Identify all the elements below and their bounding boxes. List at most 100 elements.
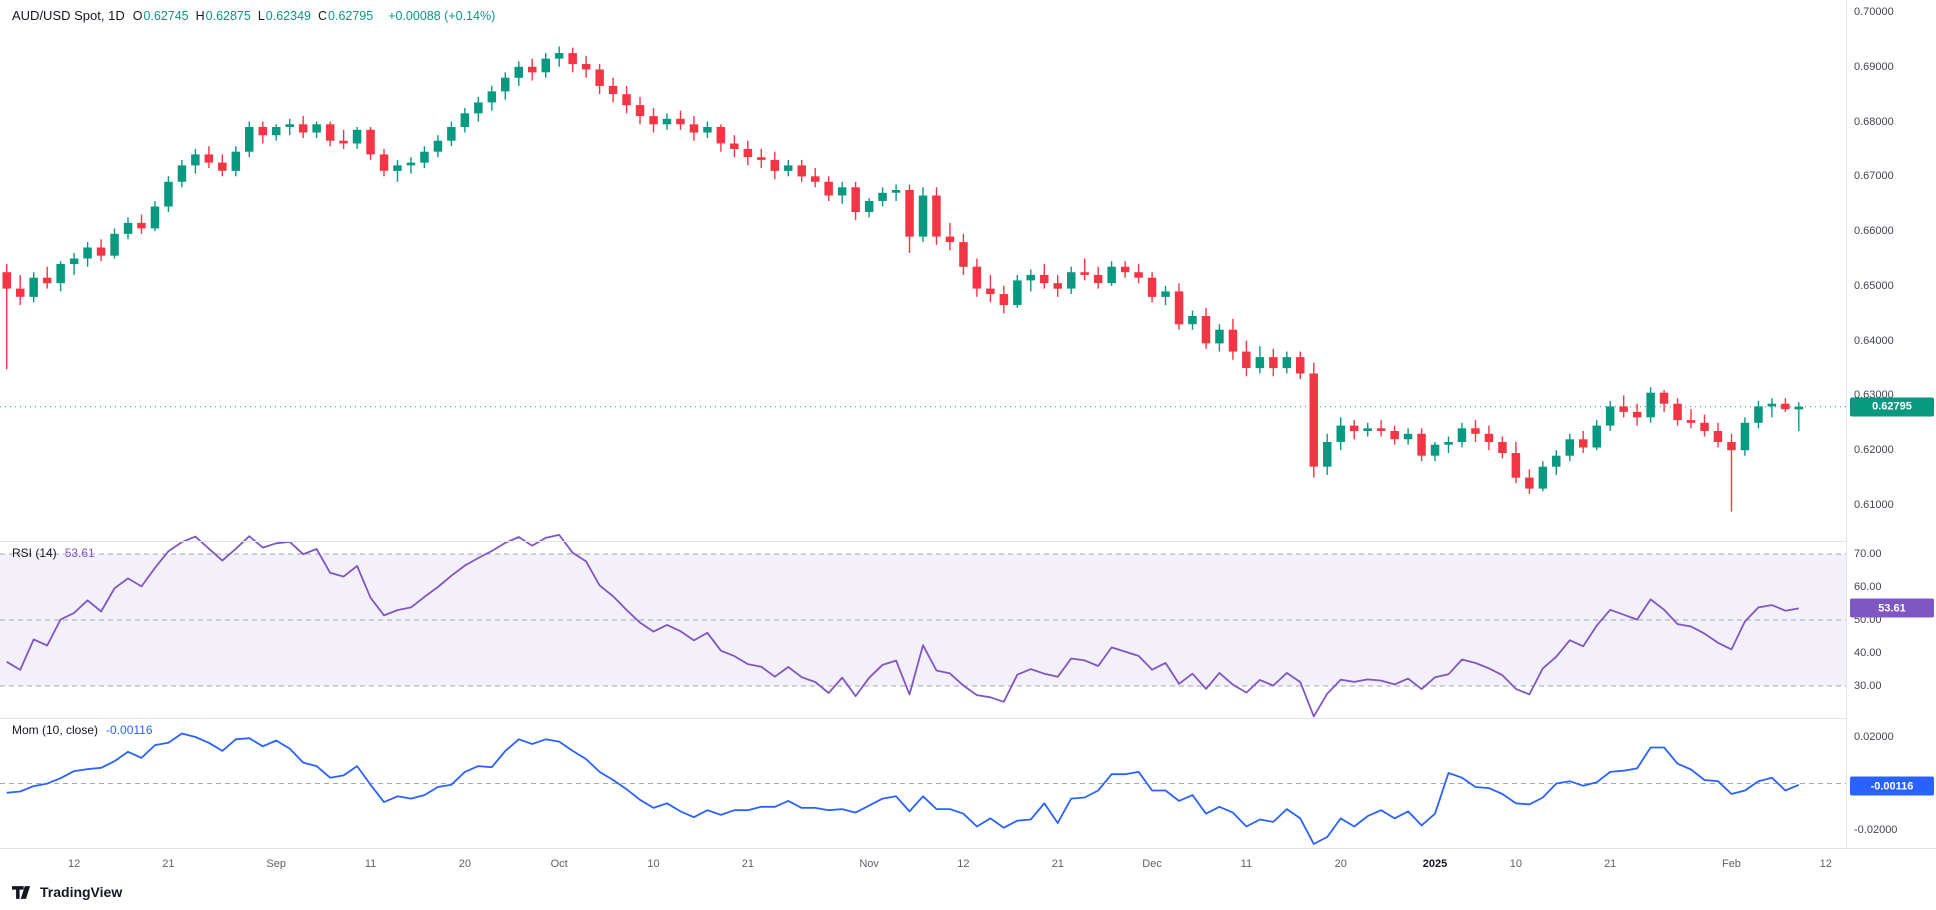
- momentum-value-badge: -0.00116: [1850, 776, 1934, 796]
- pane-separator[interactable]: [0, 718, 1936, 719]
- price-scale[interactable]: 0.70000 0.69000 0.68000 0.67000 0.66000 0.650…: [1846, 0, 1936, 848]
- rsi-legend[interactable]: RSI (14) 53.61: [12, 546, 95, 560]
- ohlc-values: O0.62745 H0.62875 L0.62349 C0.62795: [133, 8, 381, 23]
- candle-body: [824, 181, 833, 196]
- time-axis-label: 21: [1604, 858, 1617, 870]
- rsi-value: 53.61: [64, 546, 95, 560]
- candle-body: [164, 181, 173, 207]
- candle-body: [851, 187, 860, 212]
- candle-body: [272, 127, 281, 136]
- candle-body: [757, 157, 766, 160]
- candle-body: [2, 272, 11, 289]
- time-scale[interactable]: 12 21 Sep 11 20 Oct 10 21 Nov 12 21 Dec 11 20 2025 10 21…: [0, 848, 1936, 883]
- chart-plot-area[interactable]: AUD/USD Spot, 1D O0.62745 H0.62875 L0.6234…: [0, 0, 1846, 848]
- candle-body: [770, 159, 779, 171]
- candle-body: [366, 129, 375, 155]
- candle-body: [1107, 266, 1116, 284]
- tradingview-branding[interactable]: TradingView: [12, 884, 122, 900]
- candle-body: [905, 190, 914, 237]
- time-axis-label: 21: [741, 858, 754, 870]
- candle-body: [986, 288, 995, 295]
- candle-body: [1484, 433, 1494, 442]
- momentum-axis-tick: -0.02000: [1854, 824, 1898, 836]
- momentum-legend[interactable]: Mom (10, close) -0.00116: [12, 723, 153, 737]
- candle-body: [1093, 274, 1103, 284]
- price-pane[interactable]: [0, 46, 1846, 512]
- price-axis-tick: 0.65000: [1854, 279, 1894, 292]
- candle-body: [501, 77, 510, 92]
- candle-body: [864, 201, 874, 212]
- candle-body: [878, 192, 887, 201]
- candle-body: [83, 247, 92, 259]
- time-axis-label: 2025: [1422, 858, 1448, 870]
- momentum-axis-tick: 0.02000: [1854, 731, 1894, 743]
- momentum-value: -0.00116: [106, 723, 153, 737]
- candle-body: [42, 277, 52, 284]
- rsi-value-badge: 53.61: [1850, 598, 1934, 618]
- tradingview-logo-icon[interactable]: [12, 885, 33, 899]
- candle-body: [460, 113, 470, 127]
- candle-body: [999, 294, 1009, 306]
- candle-body: [1336, 425, 1345, 442]
- candle-body: [1174, 291, 1184, 325]
- candle-body: [379, 154, 389, 171]
- chart-canvas[interactable]: [0, 0, 1846, 848]
- candle-body: [406, 162, 416, 166]
- candle-body: [1619, 406, 1628, 412]
- candle-body: [96, 247, 106, 256]
- price-axis-tick: 0.66000: [1854, 225, 1894, 238]
- symbol-title[interactable]: AUD/USD Spot, 1D: [12, 8, 125, 23]
- candle-body: [204, 154, 214, 163]
- candle-body: [29, 277, 38, 297]
- momentum-pane[interactable]: [0, 732, 1846, 845]
- candle-body: [1673, 403, 1682, 421]
- candle-body: [1592, 425, 1601, 448]
- candle-body: [622, 94, 631, 106]
- candle-body: [595, 69, 604, 86]
- candle-body: [528, 66, 537, 73]
- candle-body: [1646, 392, 1655, 418]
- price-axis-tick: 0.70000: [1854, 6, 1894, 18]
- candle-body: [581, 64, 591, 70]
- ohlc-value: 0.62349: [265, 9, 311, 23]
- candle-body: [541, 58, 550, 73]
- candle-body: [1296, 357, 1305, 374]
- ohlc-key: C: [317, 9, 328, 23]
- ohlc-key: O: [132, 9, 143, 23]
- time-axis-label: 21: [1051, 858, 1064, 870]
- candle-body: [1067, 272, 1076, 289]
- candle-body: [568, 53, 577, 65]
- time-axis-label: Dec: [1142, 858, 1162, 870]
- candle-body: [1700, 422, 1709, 431]
- candle-body: [1080, 272, 1089, 275]
- time-axis-label: 11: [1240, 858, 1253, 870]
- ohlc-key: L: [257, 9, 265, 23]
- candle-body: [474, 102, 483, 114]
- rsi-label: RSI (14): [12, 546, 57, 560]
- candle-body: [1269, 357, 1278, 369]
- candle-body: [218, 162, 227, 171]
- candle-body: [339, 140, 348, 144]
- candle-body: [784, 165, 793, 171]
- time-axis-label: Nov: [859, 858, 879, 870]
- time-axis-label: 20: [458, 858, 471, 870]
- tradingview-wordmark: TradingView: [40, 884, 123, 900]
- candle-body: [420, 151, 429, 163]
- candle-body: [110, 233, 119, 256]
- rsi-pane[interactable]: [0, 534, 1846, 718]
- candle-body: [1767, 403, 1777, 407]
- symbol-legend[interactable]: AUD/USD Spot, 1D O0.62745 H0.62875 L0.6234…: [12, 8, 495, 23]
- candle-body: [959, 242, 968, 267]
- momentum-label: Mom (10, close): [12, 723, 99, 737]
- candle-body: [1794, 406, 1804, 410]
- candle-body: [1161, 291, 1170, 297]
- time-axis-label: 12: [67, 858, 81, 870]
- candle-body: [662, 118, 672, 125]
- pane-separator[interactable]: [0, 541, 1936, 542]
- candle-body: [554, 53, 564, 59]
- time-axis-label: Sep: [266, 858, 287, 870]
- candle-body: [487, 91, 497, 103]
- candle-body: [56, 264, 65, 284]
- candle-body: [797, 165, 806, 177]
